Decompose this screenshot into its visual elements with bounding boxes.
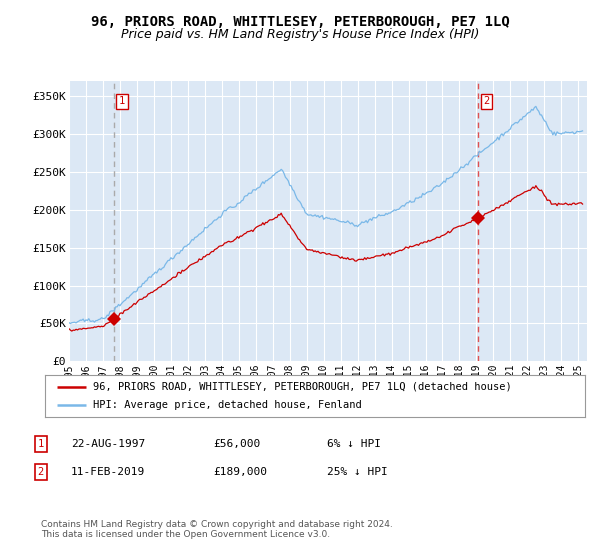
Text: Price paid vs. HM Land Registry's House Price Index (HPI): Price paid vs. HM Land Registry's House … (121, 28, 479, 41)
Text: HPI: Average price, detached house, Fenland: HPI: Average price, detached house, Fenl… (92, 400, 361, 410)
Text: 22-AUG-1997: 22-AUG-1997 (71, 439, 145, 449)
Text: 25% ↓ HPI: 25% ↓ HPI (327, 467, 388, 477)
Text: 1: 1 (38, 439, 44, 449)
Text: 6% ↓ HPI: 6% ↓ HPI (327, 439, 381, 449)
Text: 2: 2 (484, 96, 490, 106)
Text: 11-FEB-2019: 11-FEB-2019 (71, 467, 145, 477)
Text: 96, PRIORS ROAD, WHITTLESEY, PETERBOROUGH, PE7 1LQ: 96, PRIORS ROAD, WHITTLESEY, PETERBOROUG… (91, 15, 509, 29)
Text: 2: 2 (38, 467, 44, 477)
Text: £56,000: £56,000 (213, 439, 260, 449)
Text: £189,000: £189,000 (213, 467, 267, 477)
Text: Contains HM Land Registry data © Crown copyright and database right 2024.
This d: Contains HM Land Registry data © Crown c… (41, 520, 392, 539)
Text: 1: 1 (119, 96, 125, 106)
Text: 96, PRIORS ROAD, WHITTLESEY, PETERBOROUGH, PE7 1LQ (detached house): 96, PRIORS ROAD, WHITTLESEY, PETERBOROUG… (92, 382, 511, 392)
